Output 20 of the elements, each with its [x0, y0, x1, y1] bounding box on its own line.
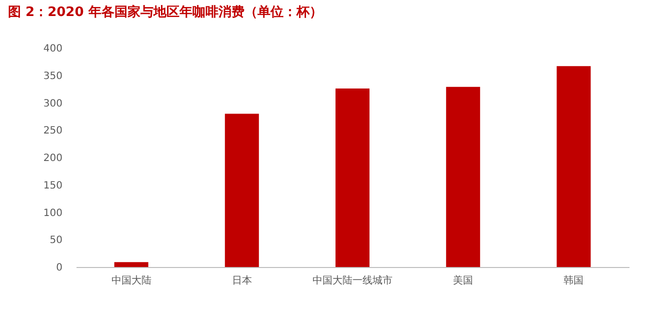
y-tick-label: 350 [43, 70, 62, 82]
x-tick-label: 中国大陆一线城市 [312, 274, 392, 286]
bar [224, 114, 259, 267]
x-tick-label: 中国大陆 [111, 274, 152, 286]
y-tick-label: 250 [43, 126, 62, 137]
y-tick-label: 150 [43, 180, 62, 192]
bar [446, 86, 480, 267]
y-tick-label: 300 [43, 98, 62, 110]
y-tick-label: 400 [43, 44, 62, 54]
y-tick-label: 50 [50, 235, 62, 246]
chart-title: 图 2：2020 年各国家与地区年咖啡消费（单位：杯） [8, 4, 322, 20]
x-tick-label: 韩国 [564, 274, 584, 286]
y-tick-label: 200 [43, 153, 62, 164]
bar [336, 88, 370, 267]
bar [556, 66, 591, 267]
bar [114, 262, 148, 267]
x-tick-label: 美国 [453, 274, 474, 286]
y-tick-label: 0 [56, 262, 62, 274]
x-tick-label: 日本 [232, 274, 252, 286]
y-tick-label: 100 [43, 208, 62, 219]
